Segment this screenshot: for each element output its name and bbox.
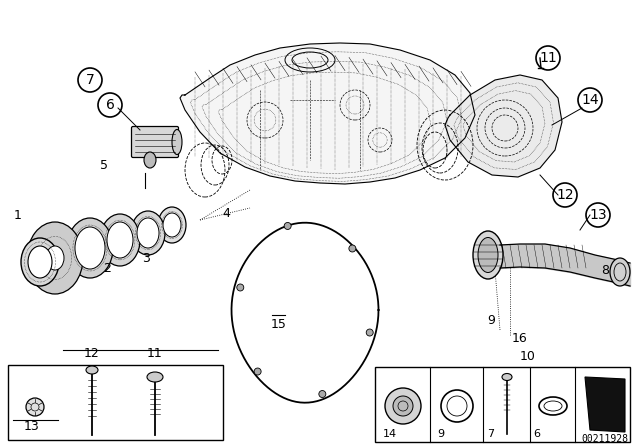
Text: 13: 13: [589, 208, 607, 222]
Ellipse shape: [473, 231, 503, 279]
Circle shape: [349, 245, 356, 252]
Ellipse shape: [144, 152, 156, 168]
Ellipse shape: [100, 214, 140, 266]
Ellipse shape: [67, 218, 113, 278]
Text: 9: 9: [487, 314, 495, 327]
Ellipse shape: [163, 213, 181, 237]
Text: 7: 7: [86, 73, 94, 87]
Text: 4: 4: [222, 207, 230, 220]
Ellipse shape: [147, 372, 163, 382]
Bar: [375, 367, 630, 442]
Text: 1: 1: [14, 208, 22, 221]
Circle shape: [284, 223, 291, 229]
Text: 16: 16: [512, 332, 528, 345]
Ellipse shape: [107, 222, 133, 258]
Text: 5: 5: [100, 159, 108, 172]
Ellipse shape: [26, 398, 44, 416]
Text: 14: 14: [581, 93, 599, 107]
Text: 10: 10: [520, 350, 536, 363]
Text: 00211928: 00211928: [581, 434, 628, 444]
Ellipse shape: [27, 222, 83, 294]
FancyBboxPatch shape: [131, 126, 179, 158]
Ellipse shape: [502, 374, 512, 380]
Ellipse shape: [75, 227, 105, 269]
Text: 15: 15: [271, 319, 287, 332]
Circle shape: [237, 284, 244, 291]
Polygon shape: [180, 43, 475, 184]
Text: 12: 12: [556, 188, 574, 202]
Ellipse shape: [172, 129, 182, 155]
Ellipse shape: [46, 246, 64, 270]
Ellipse shape: [21, 238, 59, 286]
Text: 6: 6: [106, 98, 115, 112]
Text: 11: 11: [147, 347, 163, 360]
Text: 7: 7: [487, 429, 494, 439]
Circle shape: [385, 388, 421, 424]
Text: 9: 9: [437, 429, 444, 439]
Text: 12: 12: [84, 347, 100, 360]
Ellipse shape: [137, 218, 159, 248]
Circle shape: [319, 391, 326, 397]
Circle shape: [393, 396, 413, 416]
Circle shape: [254, 368, 261, 375]
Ellipse shape: [478, 237, 498, 272]
Ellipse shape: [610, 258, 630, 286]
Ellipse shape: [28, 246, 52, 278]
Ellipse shape: [131, 211, 165, 255]
Polygon shape: [445, 75, 562, 177]
Text: 8: 8: [601, 263, 609, 276]
Ellipse shape: [86, 366, 98, 374]
Circle shape: [366, 329, 373, 336]
Polygon shape: [585, 377, 625, 432]
Bar: [8, 365, 223, 440]
Text: 13: 13: [24, 420, 40, 433]
Text: 6: 6: [533, 429, 540, 439]
Ellipse shape: [158, 207, 186, 243]
Text: 3: 3: [142, 251, 150, 264]
Text: 11: 11: [539, 51, 557, 65]
Text: 2: 2: [103, 262, 111, 275]
Text: 14: 14: [383, 429, 397, 439]
